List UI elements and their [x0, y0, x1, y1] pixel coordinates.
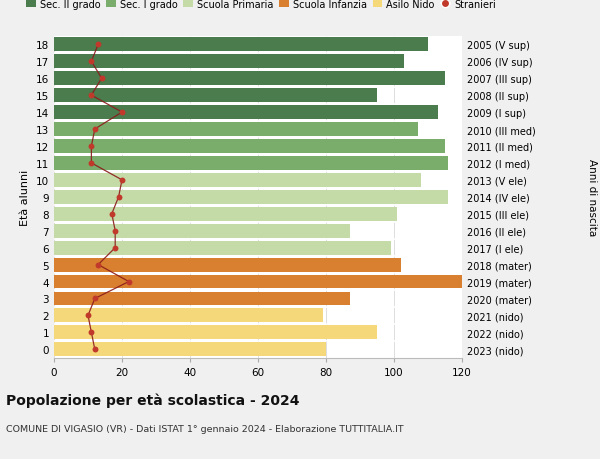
Bar	[54, 174, 421, 187]
Text: COMUNE DI VIGASIO (VR) - Dati ISTAT 1° gennaio 2024 - Elaborazione TUTTITALIA.IT: COMUNE DI VIGASIO (VR) - Dati ISTAT 1° g…	[6, 425, 404, 434]
Bar	[54, 89, 377, 103]
Point	[110, 245, 120, 252]
Point	[90, 346, 100, 353]
Point	[90, 126, 100, 134]
Bar	[54, 72, 445, 86]
Bar	[54, 106, 438, 120]
Y-axis label: Età alunni: Età alunni	[20, 169, 31, 225]
Point	[107, 211, 116, 218]
Point	[86, 160, 96, 167]
Point	[86, 329, 96, 336]
Legend: Sec. II grado, Sec. I grado, Scuola Primaria, Scuola Infanzia, Asilo Nido, Stran: Sec. II grado, Sec. I grado, Scuola Prim…	[26, 0, 496, 10]
Bar	[54, 309, 323, 323]
Bar	[54, 275, 462, 289]
Point	[117, 109, 127, 117]
Point	[83, 312, 93, 319]
Point	[86, 92, 96, 100]
Text: Popolazione per età scolastica - 2024: Popolazione per età scolastica - 2024	[6, 392, 299, 407]
Point	[86, 58, 96, 66]
Point	[117, 177, 127, 184]
Point	[94, 261, 103, 269]
Bar	[54, 190, 448, 204]
Bar	[54, 157, 448, 170]
Bar	[54, 38, 428, 52]
Point	[110, 228, 120, 235]
Point	[97, 75, 106, 83]
Bar	[54, 241, 391, 255]
Bar	[54, 140, 445, 154]
Bar	[54, 123, 418, 137]
Bar	[54, 224, 350, 238]
Point	[90, 295, 100, 302]
Bar	[54, 258, 401, 272]
Point	[124, 278, 134, 285]
Bar	[54, 292, 350, 306]
Bar	[54, 326, 377, 340]
Bar	[54, 207, 397, 221]
Text: Anni di nascita: Anni di nascita	[587, 159, 597, 236]
Point	[114, 194, 124, 201]
Point	[86, 143, 96, 150]
Bar	[54, 342, 326, 357]
Point	[94, 41, 103, 49]
Bar	[54, 55, 404, 69]
